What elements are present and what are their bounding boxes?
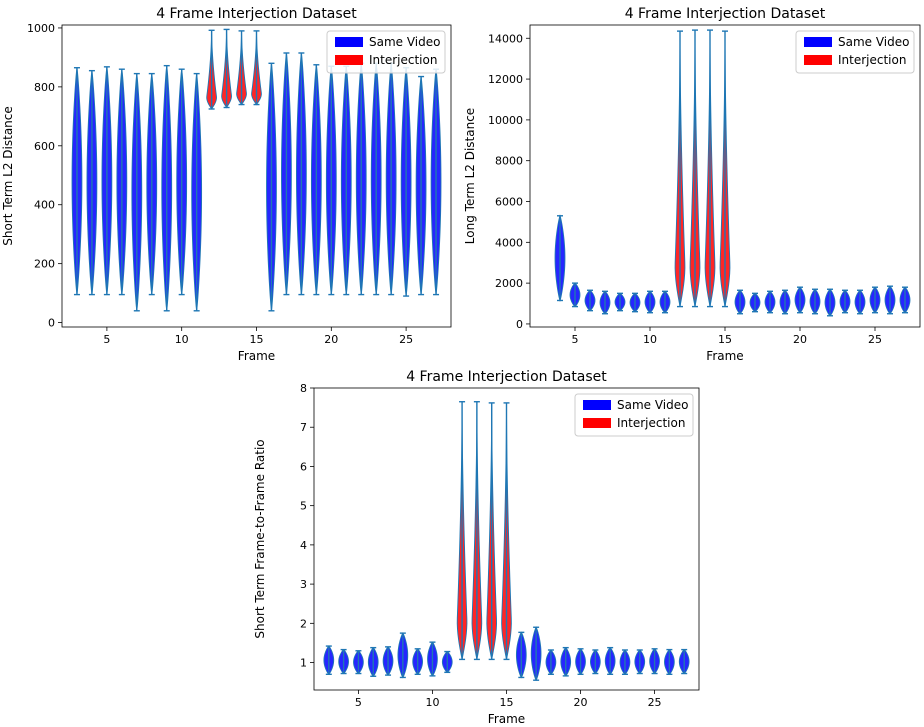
y-tick-label: 5 [300, 500, 307, 513]
chart-title: 4 Frame Interjection Dataset [406, 369, 607, 385]
x-tick-label: 10 [175, 333, 189, 346]
x-axis-label: Frame [238, 349, 275, 363]
y-tick-label: 6 [300, 460, 307, 473]
x-tick-label: 25 [868, 333, 882, 346]
legend-swatch-interjection [335, 55, 363, 65]
x-axis-label: Frame [706, 349, 743, 363]
x-tick-label: 5 [355, 696, 362, 709]
legend-label-same-video: Same Video [838, 35, 909, 49]
y-tick-label: 8 [300, 382, 307, 395]
y-tick-label: 12000 [488, 73, 523, 86]
y-tick-label: 1000 [27, 22, 55, 35]
legend-swatch-same-video [583, 400, 611, 410]
x-tick-label: 15 [250, 333, 264, 346]
x-axis-label: Frame [488, 712, 525, 726]
legend: Same Video Interjection [326, 30, 446, 74]
x-tick-label: 10 [425, 696, 439, 709]
y-axis-label: Short Term L2 Distance [1, 106, 15, 246]
y-tick-label: 600 [34, 140, 55, 153]
x-tick-label: 10 [643, 333, 657, 346]
legend-swatch-same-video [804, 37, 832, 47]
y-tick-label: 400 [34, 199, 55, 212]
chart-short-term-l2: 5 10 15 20 25 0 200 400 600 800 1000 4 Frame Interj… [1, 6, 452, 363]
y-tick-label: 2 [300, 617, 307, 630]
y-tick-label: 4000 [495, 236, 523, 249]
legend-label-interjection: Interjection [838, 53, 906, 67]
legend-label-interjection: Interjection [617, 416, 685, 430]
y-tick-label: 2000 [495, 277, 523, 290]
y-tick-label: 7 [300, 421, 307, 434]
violins-group [71, 28, 442, 312]
y-tick-label: 0 [516, 318, 523, 331]
y-tick-label: 200 [34, 258, 55, 271]
legend-swatch-interjection [583, 418, 611, 428]
legend: Same Video Interjection [574, 393, 694, 437]
chart-long-term-l2: 5 10 15 20 25 0 2000 4000 6000 8000 10000 12000 1400… [463, 6, 921, 363]
x-tick-label: 25 [648, 696, 662, 709]
y-tick-label: 800 [34, 81, 55, 94]
chart-frame-to-frame-ratio: 5 10 15 20 25 1 2 3 4 5 6 7 8 4 Frame Interjection Da… [253, 369, 700, 726]
y-tick-label: 6000 [495, 196, 523, 209]
x-tick-label: 5 [572, 333, 579, 346]
y-tick-label: 14000 [488, 32, 523, 45]
legend-label-same-video: Same Video [617, 398, 688, 412]
y-tick-label: 10000 [488, 114, 523, 127]
legend-label-interjection: Interjection [369, 53, 437, 67]
violins-group [554, 29, 911, 317]
y-axis-label: Short Term Frame-to-Frame Ratio [253, 439, 267, 638]
legend: Same Video Interjection [795, 30, 915, 74]
legend-swatch-same-video [335, 37, 363, 47]
y-tick-label: 0 [48, 317, 55, 330]
violins-group [323, 401, 690, 682]
x-tick-label: 20 [324, 333, 338, 346]
legend-swatch-interjection [804, 55, 832, 65]
y-tick-label: 3 [300, 578, 307, 591]
x-tick-label: 15 [500, 696, 514, 709]
y-tick-label: 8000 [495, 155, 523, 168]
x-tick-label: 20 [574, 696, 588, 709]
x-tick-label: 5 [103, 333, 110, 346]
x-tick-label: 20 [793, 333, 807, 346]
y-tick-label: 1 [300, 657, 307, 670]
chart-title: 4 Frame Interjection Dataset [625, 6, 826, 22]
chart-title: 4 Frame Interjection Dataset [156, 6, 357, 22]
y-axis-label: Long Term L2 Distance [463, 108, 477, 244]
legend-label-same-video: Same Video [369, 35, 440, 49]
y-tick-label: 4 [300, 539, 307, 552]
x-tick-label: 15 [718, 333, 732, 346]
x-tick-label: 25 [399, 333, 413, 346]
